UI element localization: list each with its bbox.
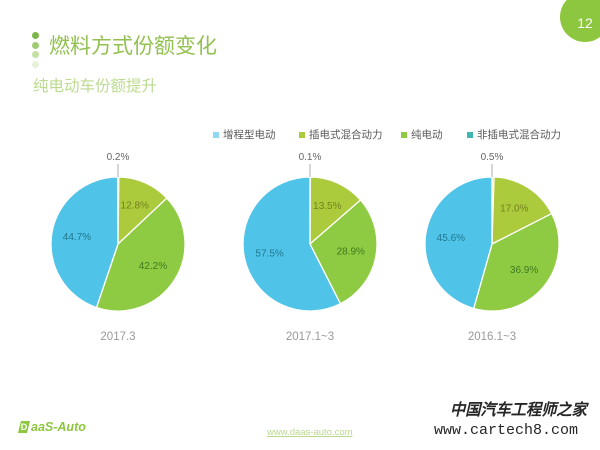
svg-text:0.1%: 0.1%	[299, 152, 322, 163]
svg-text:17.0%: 17.0%	[500, 204, 528, 215]
svg-text:0.5%: 0.5%	[481, 152, 504, 163]
svg-text:28.9%: 28.9%	[337, 247, 365, 258]
svg-text:45.6%: 45.6%	[437, 233, 465, 244]
svg-text:13.5%: 13.5%	[313, 201, 341, 212]
svg-text:2017.3: 2017.3	[100, 331, 135, 343]
svg-text:57.5%: 57.5%	[255, 248, 283, 259]
svg-text:42.2%: 42.2%	[139, 261, 167, 272]
svg-text:2017.1~3: 2017.1~3	[286, 331, 334, 343]
svg-text:36.9%: 36.9%	[510, 265, 538, 276]
svg-text:2016.1~3: 2016.1~3	[468, 331, 516, 343]
svg-text:0.2%: 0.2%	[107, 152, 130, 163]
svg-text:44.7%: 44.7%	[63, 232, 91, 243]
svg-text:12.8%: 12.8%	[121, 201, 149, 212]
